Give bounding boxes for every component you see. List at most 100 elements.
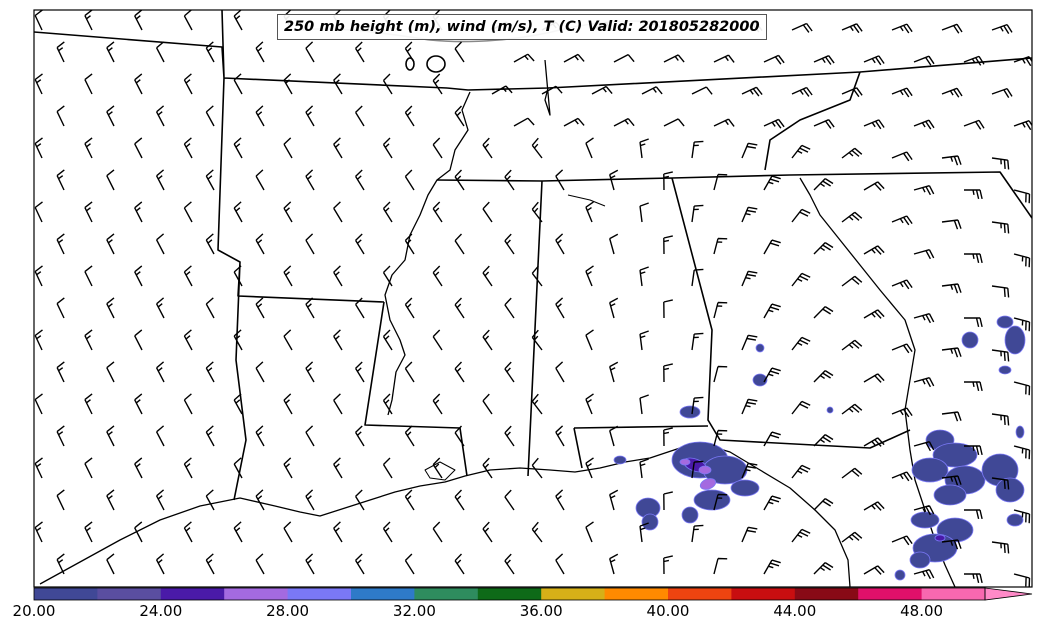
wind-barb [404, 41, 415, 63]
wind-barb [283, 457, 293, 479]
wind-barb [56, 553, 65, 575]
precip-cell [934, 534, 946, 542]
wind-barb [813, 562, 834, 575]
wind-barb [963, 445, 983, 456]
wind-barb [863, 119, 885, 130]
wind-barb [891, 279, 913, 290]
wind-barb [283, 329, 293, 351]
wind-barb [333, 73, 343, 95]
wind-barb [663, 118, 685, 127]
colorbar-extend-arrow [984, 587, 1033, 601]
wind-barb [432, 137, 443, 159]
wind-barb [56, 41, 65, 63]
wind-barb [355, 489, 365, 511]
wind-barb [454, 233, 465, 255]
wind-barb [106, 105, 115, 127]
precip-cell [826, 406, 834, 414]
wind-barb [863, 437, 885, 447]
wind-barb [355, 553, 365, 575]
wind-barb [913, 377, 935, 388]
wind-barb [454, 489, 465, 511]
precip-cell [679, 405, 701, 419]
wind-barb [504, 361, 515, 383]
wind-barb [233, 521, 243, 543]
wind-barb [84, 457, 93, 479]
wind-barb [991, 413, 1010, 426]
wind-barb [482, 137, 493, 159]
wind-barb [155, 169, 165, 191]
wind-barb [305, 233, 315, 255]
wind-barb [255, 233, 265, 255]
wind-barb [1013, 445, 1031, 460]
precip-cell [698, 465, 712, 475]
precip-cell [699, 478, 717, 490]
wind-barb [741, 462, 758, 479]
wind-barb [813, 434, 834, 447]
wind-barb [404, 105, 415, 127]
colorbar-segment [921, 588, 986, 600]
wind-barb [841, 403, 863, 415]
wind-barb [813, 306, 834, 319]
wind-barb [283, 137, 293, 159]
colorbar-tick-label: 36.00 [519, 602, 563, 620]
wind-barb [233, 10, 243, 31]
wind-barb [56, 105, 65, 127]
wind-barb [355, 297, 365, 319]
wind-barb [134, 521, 143, 543]
wind-barb [663, 555, 673, 575]
wind-barb [913, 313, 935, 324]
wind-barb [813, 242, 834, 255]
wind-barb [382, 201, 393, 223]
wind-barb [791, 22, 813, 33]
wind-barb [106, 169, 115, 191]
wind-barb [741, 206, 758, 223]
wind-barb [585, 137, 594, 159]
wind-barb [941, 539, 962, 550]
wind-barb [941, 411, 962, 422]
wind-barb [333, 329, 343, 351]
wind-barb [283, 521, 293, 543]
wind-barb [691, 524, 704, 543]
wind-barb [404, 361, 415, 383]
wind-barb [34, 137, 43, 159]
wind-barb [84, 73, 93, 95]
wind-barb [134, 457, 143, 479]
precip-cell [1015, 425, 1025, 439]
wind-barb [333, 393, 343, 415]
wind-barb [941, 347, 962, 358]
wind-barb [713, 301, 728, 319]
colorbar-segment [794, 588, 859, 600]
wind-barb [513, 53, 535, 63]
wind-barb [56, 425, 65, 447]
wind-barb [404, 489, 415, 511]
wind-barb [34, 265, 43, 287]
wind-barb [255, 105, 265, 127]
wind-barb [791, 144, 811, 159]
wind-barb [255, 169, 265, 191]
wind-barb [482, 265, 493, 287]
wind-barb [663, 171, 673, 191]
wind-barb [531, 137, 543, 159]
wind-barb [134, 73, 143, 95]
wind-barb [106, 489, 115, 511]
wind-barb [891, 151, 913, 162]
wind-barb [404, 425, 415, 447]
wind-barb [531, 393, 543, 415]
wind-barb [134, 265, 143, 287]
wind-barb [454, 425, 465, 447]
wind-barb [563, 53, 585, 63]
precip-cell [613, 455, 627, 465]
wind-barb [155, 489, 165, 511]
wind-barb [585, 521, 594, 543]
precip-cell [998, 365, 1012, 375]
colorbar-segment [224, 588, 289, 600]
wind-barb [813, 178, 834, 191]
wind-barb [639, 522, 649, 543]
wind-barb [454, 361, 465, 383]
wind-barb [691, 332, 704, 351]
wind-barb [841, 147, 863, 159]
wind-barb [333, 265, 343, 287]
gulf-coastline [39, 445, 851, 587]
wind-barb [713, 493, 728, 511]
wind-barb [639, 394, 649, 415]
